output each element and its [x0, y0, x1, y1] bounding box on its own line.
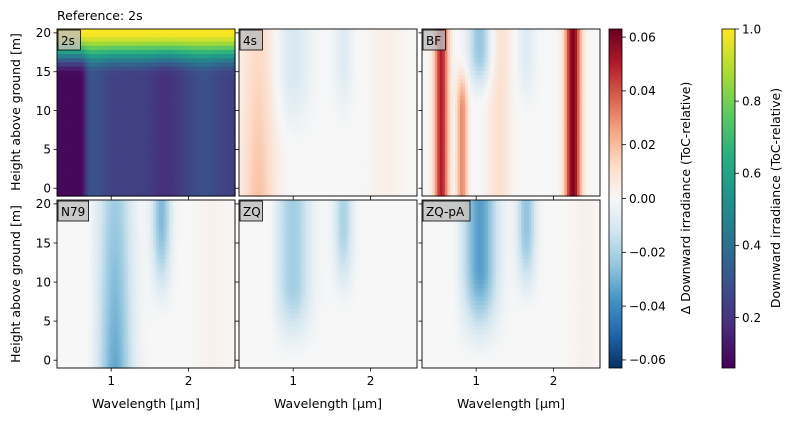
- y-tick-label: 10: [36, 104, 51, 118]
- figure-title: Reference: 2s: [57, 8, 143, 23]
- y-tick-label: 20: [36, 26, 51, 40]
- panel-label-text: 2s: [61, 34, 75, 48]
- heatmap-4s: [239, 29, 418, 197]
- panel-4s: 4s: [236, 29, 418, 200]
- panel-label-2s: 2s: [58, 30, 80, 50]
- heatmap-2s: [57, 29, 236, 197]
- panel-2s: 0 5 10 15 20 2s: [36, 26, 236, 199]
- y-tick-label: 15: [36, 65, 51, 79]
- y-tick-label: 5: [43, 143, 51, 157]
- y-tick-label: 0: [43, 182, 51, 196]
